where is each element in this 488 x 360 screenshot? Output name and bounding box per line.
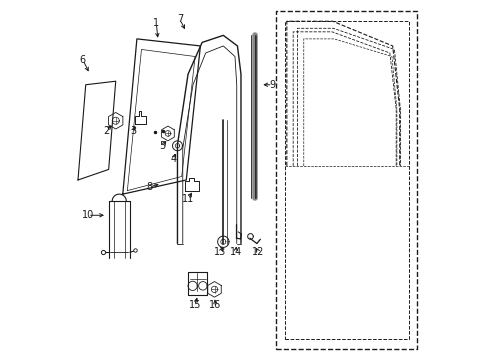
Text: 11: 11 xyxy=(182,194,194,204)
Text: 9: 9 xyxy=(269,80,275,90)
Text: 2: 2 xyxy=(103,126,109,136)
Text: 7: 7 xyxy=(177,14,183,24)
Text: 15: 15 xyxy=(188,300,201,310)
Text: 5: 5 xyxy=(159,141,165,152)
Text: 14: 14 xyxy=(229,247,241,257)
Text: 3: 3 xyxy=(130,126,136,136)
Text: 10: 10 xyxy=(81,210,94,220)
Text: 6: 6 xyxy=(80,55,86,65)
Text: 13: 13 xyxy=(214,247,226,257)
Text: 16: 16 xyxy=(209,300,221,310)
Text: 1: 1 xyxy=(153,18,159,28)
Text: 8: 8 xyxy=(146,182,152,192)
Text: 4: 4 xyxy=(170,154,176,164)
Text: 12: 12 xyxy=(252,247,264,257)
